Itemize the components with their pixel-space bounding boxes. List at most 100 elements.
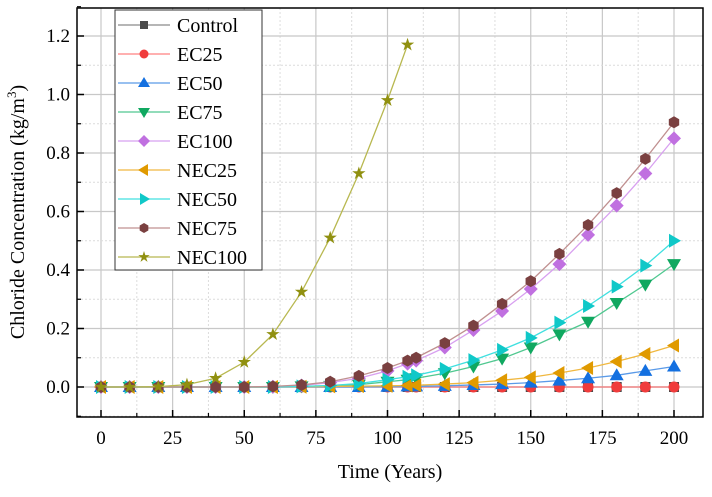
data-point	[669, 233, 681, 248]
plot-frame	[76, 7, 704, 418]
data-point	[668, 381, 680, 393]
data-point	[638, 363, 653, 376]
axis-ticks: 0 25 50 75 100 125 150 175 200 0.0 0.2 0.4 0.6 0.8 1.0…	[46, 6, 689, 449]
data-point	[609, 298, 624, 311]
x-tick-label: 150	[517, 428, 546, 449]
x-tick-label: 75	[306, 428, 325, 449]
legend-item: NEC50	[118, 189, 237, 211]
data-point	[400, 37, 415, 51]
data-point	[523, 282, 538, 297]
data-point	[640, 258, 653, 273]
data-point	[611, 279, 624, 294]
legend-item: NEC100	[118, 247, 247, 269]
y-axis-label: Chloride Concentration (kg/m3)	[4, 85, 29, 339]
legend-label: NEC100	[177, 247, 247, 269]
data-point	[439, 337, 450, 350]
y-tick-label: 0.8	[46, 143, 70, 164]
legend-marker-circle	[139, 49, 149, 59]
data-point	[609, 198, 624, 213]
data-point	[639, 381, 651, 393]
data-point	[638, 166, 653, 181]
legend-label: EC25	[177, 44, 223, 66]
data-point	[353, 369, 365, 382]
data-point	[583, 298, 596, 313]
legend-item: NEC25	[118, 160, 237, 182]
legend-label: Control	[177, 15, 239, 37]
legend-marker-triangle-right	[140, 193, 150, 205]
data-point	[495, 373, 508, 388]
data-point	[552, 257, 567, 272]
data-point	[468, 353, 481, 368]
data-point	[667, 131, 681, 146]
data-point	[151, 379, 165, 393]
data-point	[382, 361, 393, 374]
data-point	[266, 327, 280, 341]
data-point	[668, 116, 680, 129]
x-tick-label: 100	[373, 428, 402, 449]
data-point	[210, 381, 221, 393]
data-point	[638, 346, 651, 361]
x-tick-label: 175	[588, 428, 617, 449]
data-point	[667, 259, 681, 272]
series-line	[101, 121, 675, 388]
data-point	[640, 152, 651, 165]
data-point	[581, 227, 596, 242]
data-point	[402, 354, 413, 367]
y-tick-label: 0.6	[46, 202, 70, 223]
data-point	[523, 342, 538, 355]
data-point	[180, 377, 194, 391]
legend-marker-triangle-left	[138, 164, 148, 176]
legend-marker-star	[138, 251, 150, 262]
legend-marker-triangle-down	[138, 108, 150, 118]
data-point	[400, 378, 413, 393]
data-point	[94, 380, 108, 393]
data-point	[609, 368, 624, 381]
data-point	[237, 355, 251, 368]
y-tick-label: 0.2	[46, 319, 70, 340]
data-point	[525, 330, 538, 345]
data-point	[296, 378, 307, 391]
x-axis-label: Time (Years)	[338, 461, 442, 483]
legend-label: EC75	[177, 102, 223, 124]
series-nec100	[94, 37, 415, 393]
data-point	[323, 230, 337, 244]
legend: Control EC25 EC50 EC75 EC100 NEC25 NEC50 NEC75 N…	[114, 9, 263, 271]
data-point	[267, 380, 279, 393]
data-point	[552, 365, 565, 380]
legend-item: EC50	[118, 73, 223, 95]
data-point	[380, 93, 395, 107]
legend-marker-square	[140, 21, 148, 29]
x-tick-label: 25	[163, 428, 182, 449]
y-tick-label: 1.2	[46, 26, 70, 47]
data-point	[239, 381, 250, 393]
data-point	[667, 359, 681, 372]
data-point	[609, 354, 622, 369]
data-point	[325, 375, 336, 388]
data-point	[497, 342, 510, 357]
legend-item: EC100	[118, 131, 233, 153]
data-point	[611, 381, 623, 393]
legend-item: EC75	[118, 102, 223, 124]
data-point	[411, 368, 424, 383]
x-tick-label: 125	[445, 428, 474, 449]
data-point	[437, 377, 450, 392]
y-tick-label: 0.0	[46, 377, 70, 398]
series-group	[94, 37, 681, 394]
legend-item: EC25	[118, 44, 223, 66]
legend-item: NEC75	[118, 218, 237, 240]
data-point	[554, 315, 567, 330]
data-point	[410, 351, 422, 364]
data-point	[439, 361, 452, 376]
x-tick-label: 0	[96, 428, 106, 449]
data-point	[667, 338, 679, 353]
series-line	[101, 44, 409, 388]
data-point	[382, 372, 395, 387]
data-point	[581, 371, 596, 384]
legend-label: NEC75	[177, 218, 237, 240]
data-point	[496, 297, 508, 310]
legend-marker-diamond	[138, 135, 150, 147]
x-tick-label: 200	[660, 428, 689, 449]
data-point	[409, 378, 422, 393]
data-point	[638, 279, 653, 292]
